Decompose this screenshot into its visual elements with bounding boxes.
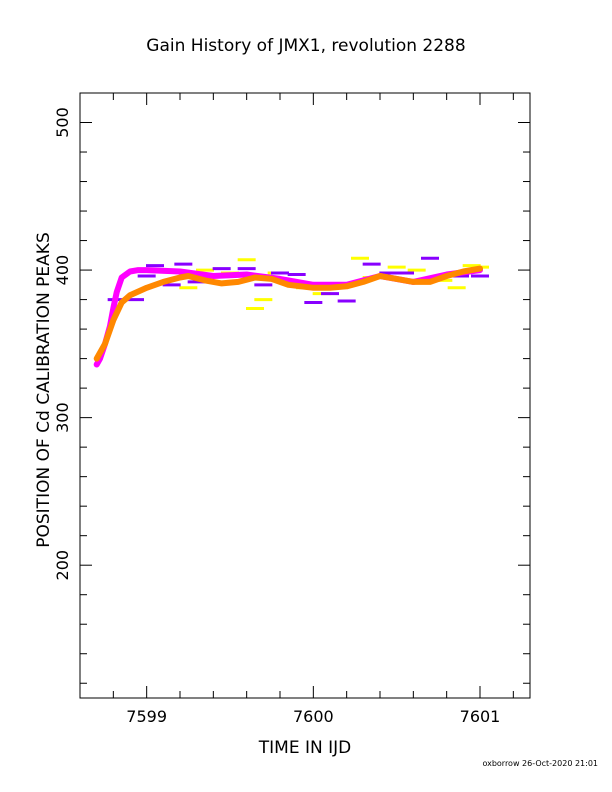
x-tick-label: 7601: [460, 707, 501, 726]
plot-frame: [79, 92, 531, 699]
x-tick-label: 7599: [126, 707, 167, 726]
y-tick-label: 200: [53, 550, 72, 581]
series-line: [93, 265, 483, 362]
footer-stamp: oxborrow 26-Oct-2020 21:01: [482, 759, 598, 768]
x-axis-label: TIME IN IJD: [258, 738, 352, 758]
y-tick-label: 400: [53, 255, 72, 286]
chart-title: Gain History of JMX1, revolution 2288: [146, 36, 466, 56]
y-tick-label: 300: [53, 402, 72, 433]
y-axis-label: POSITION OF Cd CALIBRATION PEAKS: [34, 232, 54, 548]
axis-ticks: [79, 92, 530, 698]
data-series: [93, 256, 489, 368]
tick-labels: 7599 7600 7601 200 300 400 500: [53, 107, 500, 726]
x-tick-label: 7600: [293, 707, 334, 726]
y-tick-label: 500: [53, 107, 72, 138]
